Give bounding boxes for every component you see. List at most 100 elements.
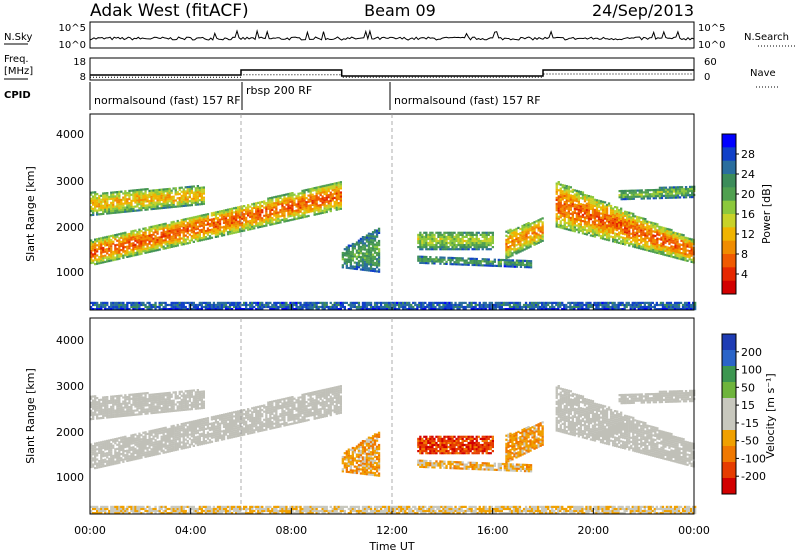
power-cell (184, 234, 187, 237)
power-cell (222, 234, 226, 237)
power-cell (471, 235, 474, 238)
nsky-line (89, 29, 695, 44)
power-cell (591, 208, 595, 211)
power-cell (473, 259, 476, 263)
power-cell (196, 221, 199, 224)
power-cell (662, 190, 666, 193)
power-cell (674, 248, 677, 251)
power-cell (104, 305, 107, 309)
power-cell (136, 189, 139, 192)
power-cell (120, 234, 123, 237)
power-cell (180, 305, 183, 309)
power-cell (571, 205, 574, 208)
power-cell (94, 205, 97, 208)
power-cell (676, 236, 679, 239)
power-cell (297, 211, 300, 214)
power-cell (150, 203, 153, 207)
power-cell (176, 197, 179, 200)
power-cell (168, 308, 171, 311)
power-cell (672, 247, 675, 250)
power-cell (279, 219, 282, 222)
power-cell (386, 305, 389, 309)
power-cell (281, 206, 284, 209)
power-cell (94, 238, 97, 241)
power-cell (591, 228, 595, 231)
power-cell (459, 231, 462, 234)
power-cell (291, 208, 294, 211)
power-cell (367, 303, 371, 307)
power-cell (100, 237, 103, 240)
power-cell (228, 212, 232, 215)
power-cell (214, 305, 218, 309)
power-cell (200, 228, 203, 231)
power-cell (154, 239, 157, 242)
power-cell (192, 305, 195, 309)
power-cell (152, 249, 155, 253)
power-cell (241, 205, 244, 208)
power-cell (148, 238, 151, 241)
power-cell (686, 245, 689, 248)
power-cell (521, 237, 524, 240)
power-cell (116, 239, 119, 242)
power-cell (498, 305, 501, 309)
power-cell (96, 254, 99, 257)
power-cell (190, 235, 193, 238)
power-cell (152, 199, 155, 202)
power-cell (682, 190, 686, 193)
power-cell (559, 193, 562, 196)
power-cell (114, 308, 117, 311)
power-cell (210, 236, 214, 239)
power-cell (656, 245, 659, 248)
power-cell (154, 197, 157, 200)
power-cell (90, 214, 93, 217)
power-cell (235, 223, 238, 226)
power-cell (204, 213, 208, 216)
power-cell (172, 301, 175, 304)
power-cell (120, 253, 123, 256)
power-cell (198, 225, 201, 228)
power-cell (112, 308, 115, 311)
power-cell (527, 260, 531, 263)
power-cell (277, 308, 280, 311)
power-cell (449, 263, 452, 266)
power-cell (557, 195, 560, 198)
power-cell (218, 301, 222, 304)
power-cell (652, 236, 655, 239)
power-cell (638, 238, 641, 242)
power-cell (311, 197, 314, 200)
power-cell (220, 216, 224, 219)
power-cell (363, 268, 367, 272)
power-cell (112, 301, 115, 304)
power-cell (593, 198, 597, 201)
power-cell (108, 212, 111, 215)
power-cell (569, 200, 572, 203)
power-cell (443, 258, 446, 261)
power-cell (291, 218, 294, 221)
power-cell (243, 219, 246, 222)
power-cell (140, 196, 143, 199)
power-cell (104, 204, 107, 207)
power-cell (178, 301, 181, 304)
power-cell (106, 192, 109, 195)
power-cell (140, 230, 143, 233)
power-cell (146, 198, 149, 201)
power-cell (287, 192, 290, 196)
power-cell (267, 197, 270, 200)
power-cell (603, 205, 607, 208)
power-cell (90, 305, 93, 309)
power-cell (444, 303, 447, 307)
power-cell (436, 301, 439, 304)
power-cell (359, 264, 363, 267)
power-cell (483, 246, 486, 249)
power-cell (273, 301, 276, 304)
power-cell (599, 228, 603, 231)
power-cell (583, 228, 587, 231)
power-cell (632, 237, 635, 240)
power-cell (275, 220, 278, 223)
power-cell (557, 217, 560, 220)
power-cell (357, 253, 361, 257)
power-cell (164, 243, 167, 246)
power-cell (383, 303, 387, 307)
power-cell (194, 203, 197, 206)
power-cell (628, 191, 631, 194)
